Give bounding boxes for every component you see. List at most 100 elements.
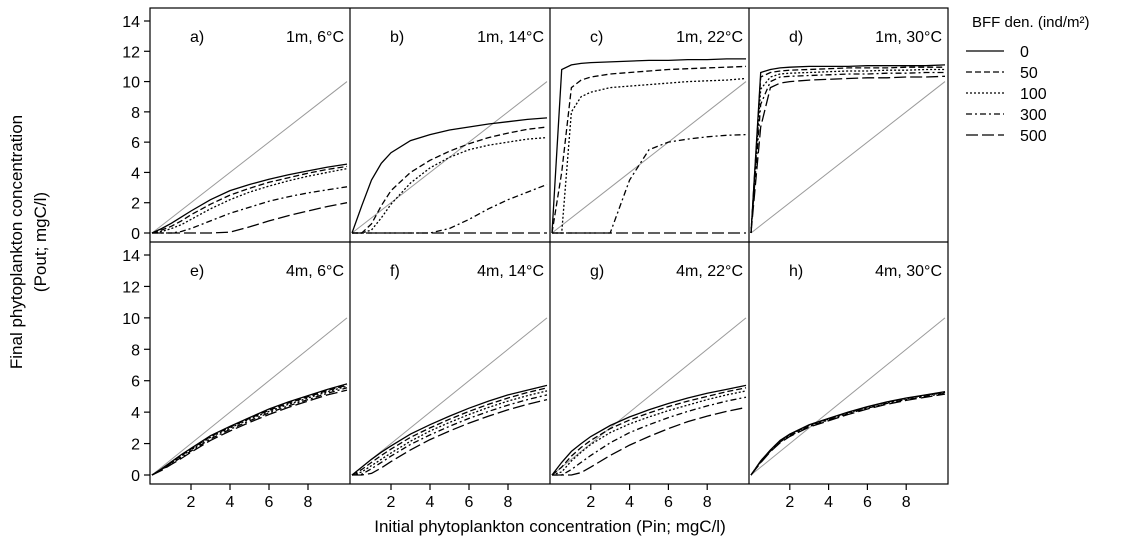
reference-line-1-to-1 (551, 81, 747, 234)
legend-label: 100 (1020, 86, 1047, 103)
series-line-300 (351, 394, 548, 476)
x-axis-label: Initial phytoplankton concentration (Pin… (374, 517, 726, 536)
series-line-100 (551, 390, 747, 476)
panel-d: d) 1m, 30°C (750, 29, 946, 234)
panel-label: a) (190, 29, 204, 46)
panel-label: e) (190, 263, 204, 280)
series-line-100 (151, 385, 348, 476)
x-tick-label: 8 (304, 494, 313, 511)
series-line-0 (151, 383, 348, 476)
plot-frame (149, 7, 949, 485)
x-tick-label: 8 (504, 494, 513, 511)
y-tick-label: 8 (131, 105, 140, 122)
panel-condition: 4m, 22°C (676, 263, 743, 280)
panel-f: f) 4m, 14°C 2 4 6 8 (351, 263, 548, 511)
series-line-50 (551, 65, 747, 234)
legend-label: 500 (1020, 128, 1047, 145)
series-line-100 (351, 390, 548, 476)
x-tick-label: 6 (465, 494, 474, 511)
panel-condition: 1m, 6°C (286, 29, 344, 46)
panel-e: e) 4m, 6°C 0 2 4 6 8 10 12 14 2 4 6 8 (122, 248, 348, 511)
panel-label: g) (590, 263, 604, 280)
y-tick-label: 0 (131, 226, 140, 243)
legend-title: BFF den. (ind/m²) (972, 14, 1090, 31)
x-tick-label: 8 (703, 494, 712, 511)
series-line-50 (352, 126, 548, 234)
series-line-300 (151, 387, 348, 476)
series-line-100 (750, 68, 945, 234)
series-line-500 (552, 406, 747, 476)
y-tick-label: 10 (122, 311, 140, 328)
x-tick-label: 2 (187, 494, 196, 511)
x-tick-label: 8 (902, 494, 911, 511)
x-tick-label: 6 (664, 494, 673, 511)
panel-condition: 4m, 6°C (286, 263, 344, 280)
panel-a: a) 1m, 6°C 0 2 4 6 8 10 12 14 (122, 14, 348, 243)
series-line-100 (552, 77, 747, 234)
y-axis-label-line2: (Pout; mgC/l) (31, 192, 50, 292)
x-tick-label: 6 (863, 494, 872, 511)
y-axis-label-line1: Final phytoplankton concentration (7, 115, 26, 369)
series-line-300 (750, 392, 946, 476)
series-line-500 (750, 75, 946, 234)
series-line-0 (551, 384, 747, 476)
x-tick-label: 2 (387, 494, 396, 511)
legend: 0 50 100 300 500 (966, 44, 1047, 145)
y-tick-label: 14 (122, 248, 140, 265)
reference-line-1-to-1 (351, 81, 548, 234)
y-tick-label: 0 (131, 468, 140, 485)
series-line-0 (750, 64, 946, 234)
panel-label: f) (390, 263, 400, 280)
reference-line-1-to-1 (551, 317, 747, 476)
series-line-0 (750, 391, 946, 476)
series-line-0 (351, 384, 548, 476)
y-tick-label: 4 (131, 405, 140, 422)
reference-line-1-to-1 (750, 81, 946, 234)
x-tick-label: 2 (785, 494, 794, 511)
series-line-500 (152, 202, 348, 234)
series-line-300 (352, 183, 548, 234)
series-line-0 (351, 117, 548, 234)
reference-line-1-to-1 (151, 317, 348, 476)
series-line-0 (551, 58, 746, 234)
panel-condition: 1m, 14°C (477, 29, 544, 46)
series-line-500 (151, 389, 348, 476)
panel-c: c) 1m, 22°C (551, 29, 747, 234)
legend-label: 50 (1020, 65, 1038, 82)
panel-condition: 4m, 30°C (875, 263, 942, 280)
panel-condition: 1m, 30°C (875, 29, 942, 46)
panels-group: a) 1m, 6°C 0 2 4 6 8 10 12 14 b) 1m, 14°C c) 1m, 22°C… (122, 7, 949, 511)
series-line-500 (750, 393, 946, 476)
x-tick-label: 2 (586, 494, 595, 511)
reference-line-1-to-1 (151, 81, 348, 234)
series-line-300 (552, 133, 747, 234)
series-line-50 (351, 387, 548, 476)
series-line-300 (552, 396, 747, 476)
y-tick-label: 2 (131, 437, 140, 454)
panel-g: g) 4m, 22°C 2 4 6 8 (551, 263, 747, 511)
panel-b: b) 1m, 14°C (351, 29, 548, 234)
y-tick-label: 14 (122, 14, 140, 31)
panel-label: c) (590, 29, 603, 46)
y-tick-label: 12 (122, 44, 140, 61)
series-line-100 (750, 391, 946, 476)
panel-condition: 4m, 14°C (477, 263, 544, 280)
legend-label: 300 (1020, 107, 1047, 124)
reference-line-1-to-1 (351, 317, 548, 476)
panel-condition: 1m, 22°C (676, 29, 743, 46)
series-line-50 (151, 384, 348, 476)
series-line-50 (551, 387, 747, 476)
series-line-50 (750, 66, 945, 234)
series-line-0 (151, 163, 348, 234)
x-tick-label: 4 (426, 494, 435, 511)
series-line-100 (151, 167, 348, 234)
x-tick-label: 4 (226, 494, 235, 511)
panel-label: b) (390, 29, 404, 46)
y-tick-label: 8 (131, 342, 140, 359)
series-line-100 (352, 136, 548, 234)
panel-h: h) 4m, 30°C 2 4 6 8 (750, 263, 946, 511)
y-tick-label: 2 (131, 196, 140, 213)
x-tick-label: 4 (824, 494, 833, 511)
legend-label: 0 (1020, 44, 1029, 61)
y-tick-label: 4 (131, 165, 140, 182)
